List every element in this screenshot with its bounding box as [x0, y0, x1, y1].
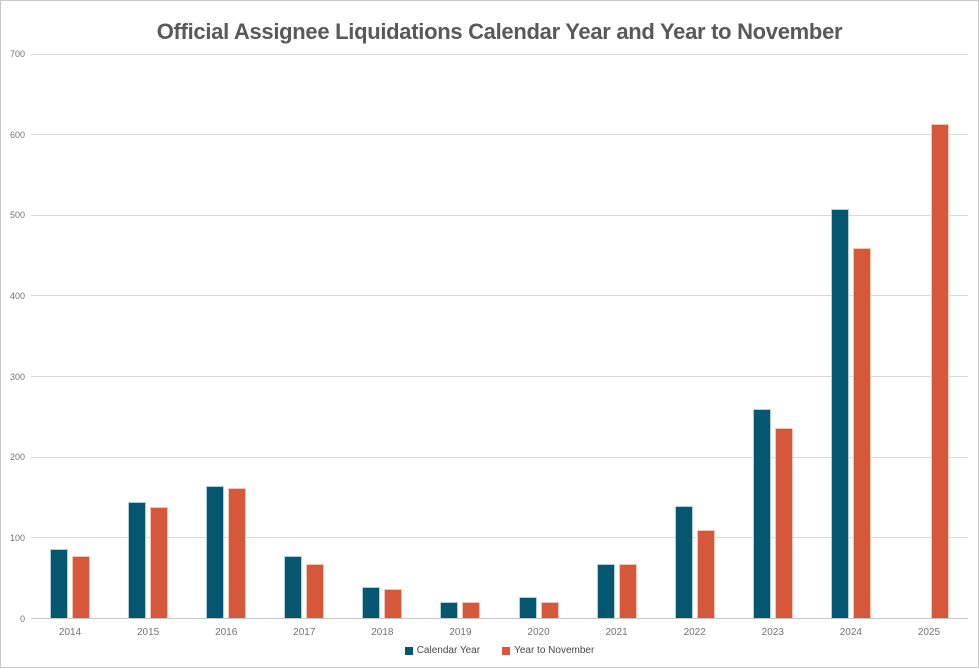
gridline-300	[31, 376, 968, 378]
bar-calendar-year-2024	[830, 208, 849, 619]
legend-label-year-to-november: Year to November	[514, 645, 595, 656]
bar-year-to-november-2018	[384, 589, 403, 619]
chart-legend: Calendar Year Year to November	[31, 645, 968, 656]
bar-calendar-year-2022	[674, 505, 693, 619]
bar-calendar-year-2017	[284, 556, 303, 619]
x-axis-label-2025: 2025	[917, 626, 941, 638]
x-axis-label-2023: 2023	[761, 626, 784, 638]
bar-year-to-november-2014	[72, 556, 91, 619]
bar-year-to-november-2016	[228, 487, 247, 619]
x-axis-label-2017: 2017	[293, 626, 316, 638]
y-axis-label-500: 500	[9, 210, 25, 221]
x-axis-label-2016: 2016	[215, 626, 238, 638]
x-axis-label-2020: 2020	[527, 626, 550, 638]
bar-calendar-year-2023	[752, 408, 771, 619]
legend-item-calendar-year: Calendar Year	[404, 645, 481, 656]
y-axis-label-100: 100	[9, 532, 25, 543]
x-axis-label-2022: 2022	[683, 626, 706, 638]
y-axis-label-400: 400	[9, 290, 25, 301]
gridline-100	[31, 537, 968, 539]
gridline-700	[31, 53, 968, 55]
bar-year-to-november-2022	[696, 529, 715, 619]
bar-year-to-november-2025	[930, 124, 949, 619]
bar-calendar-year-2018	[362, 587, 381, 619]
gridline-500	[31, 214, 968, 216]
bar-year-to-november-2015	[150, 507, 169, 619]
legend-item-year-to-november: Year to November	[502, 645, 594, 656]
x-axis-label-2019: 2019	[449, 626, 472, 638]
y-axis-label-600: 600	[9, 129, 25, 140]
y-axis-label-0: 0	[19, 613, 25, 624]
x-axis-label-2014: 2014	[58, 626, 82, 638]
bar-calendar-year-2015	[128, 502, 147, 619]
legend-swatch-year-to-november	[502, 646, 511, 655]
y-axis-label-200: 200	[9, 452, 25, 463]
chart-title: Official Assignee Liquidations Calendar …	[156, 19, 843, 44]
gridline-400	[31, 295, 968, 297]
bar-year-to-november-2024	[852, 247, 871, 619]
bar-year-to-november-2017	[306, 564, 325, 619]
bar-year-to-november-2021	[618, 564, 637, 619]
y-axis-label-300: 300	[9, 371, 25, 382]
legend-label-calendar-year: Calendar Year	[416, 645, 481, 656]
bar-calendar-year-2019	[440, 602, 459, 619]
x-axis-label-2021: 2021	[605, 626, 628, 638]
gridline-200	[31, 456, 968, 458]
bar-year-to-november-2019	[462, 602, 481, 619]
bar-calendar-year-2014	[50, 549, 69, 619]
bar-year-to-november-2020	[540, 602, 559, 619]
legend-swatch-calendar-year	[404, 646, 413, 655]
x-axis-label-2015: 2015	[136, 626, 160, 638]
bar-year-to-november-2023	[774, 428, 793, 619]
bar-calendar-year-2016	[206, 486, 225, 619]
y-axis-label-700: 700	[9, 49, 25, 59]
x-axis-label-2018: 2018	[371, 626, 394, 638]
x-axis-line	[31, 618, 968, 619]
gridline-600	[31, 134, 968, 136]
bar-calendar-year-2020	[518, 596, 537, 619]
bar-calendar-year-2021	[596, 564, 615, 619]
x-axis-label-2024: 2024	[839, 626, 862, 638]
